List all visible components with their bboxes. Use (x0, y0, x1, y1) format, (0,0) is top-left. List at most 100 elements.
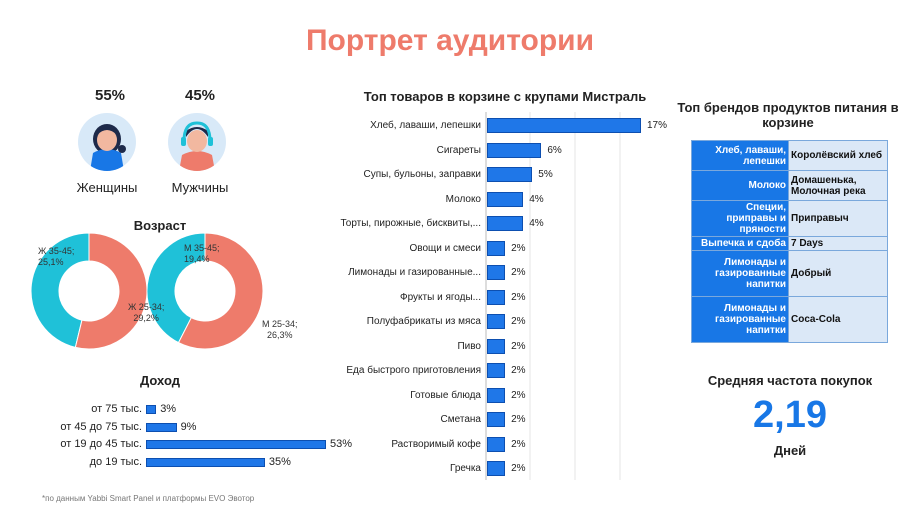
age-donuts (30, 232, 264, 350)
brand-name-cell: Добрый (788, 250, 888, 297)
product-category-label: Сигареты (436, 144, 481, 156)
female-label: Женщины (76, 180, 138, 195)
product-category-label: Растворимый кофе (391, 438, 481, 450)
brands-title: Топ брендов продуктов питания в корзине (677, 100, 899, 130)
female-25-34-label: Ж 25-34; 29,2% (128, 302, 165, 323)
brand-row: Выпечка и сдоба 7 Days (691, 236, 888, 251)
product-value-label: 2% (511, 438, 526, 450)
product-value-label: 2% (511, 267, 526, 278)
product-category-label: Хлеб, лаваши, лепешки (370, 120, 481, 131)
product-value-label: 2% (511, 463, 526, 474)
page-title: Портрет аудитории (305, 24, 595, 57)
product-value-label: 6% (547, 144, 562, 156)
male-label: Мужчины (171, 180, 229, 195)
brand-row: Хлеб, лаваши, лепешки Королёвский хлеб (691, 140, 888, 171)
brand-category-cell: Специи, приправы и пряности (691, 200, 789, 237)
income-category-label: от 75 тыс. (91, 403, 142, 415)
product-bar (487, 461, 506, 476)
product-value-label: 2% (511, 291, 526, 303)
brand-category-cell: Молоко (691, 170, 789, 201)
product-value-label: 2% (511, 389, 526, 401)
income-title: Доход (140, 373, 180, 388)
male-age-donut (146, 232, 264, 350)
male-percent: 45% (184, 87, 216, 104)
brand-row: Молоко Домашенька, Молочная река (691, 170, 888, 201)
brand-name-cell: Королёвский хлеб (788, 140, 888, 171)
income-value-label: 3% (160, 403, 177, 415)
products-title: Топ товаров в корзине с крупами Мистраль (363, 89, 647, 104)
female-35-45-label: Ж 35-45; 25,1% (38, 246, 75, 267)
product-bar (487, 436, 506, 452)
product-category-label: Молоко (445, 193, 481, 205)
product-value-label: 5% (538, 169, 553, 180)
female-percent: 55% (94, 87, 126, 104)
frequency-value: 2,19 (753, 394, 827, 436)
female-avatar-icon (78, 113, 136, 171)
product-category-label: Супы, бульоны, заправки (363, 169, 482, 180)
product-category-label: Сметана (440, 414, 481, 425)
income-category-label: до 19 тыс. (89, 455, 142, 468)
frequency-title: Средняя частота покупок (707, 373, 873, 388)
product-value-label: 4% (529, 193, 544, 205)
donut-slice (177, 232, 264, 350)
product-category-label: Пиво (457, 340, 481, 352)
income-bar (146, 440, 326, 449)
age-title: Возраст (133, 218, 187, 233)
donut-slice (74, 232, 148, 350)
product-value-label: 4% (529, 218, 544, 229)
frequency-unit: Дней (773, 443, 807, 458)
income-bar (146, 405, 157, 414)
brand-category-cell: Хлеб, лаваши, лепешки (691, 140, 789, 171)
product-category-label: Гречка (449, 463, 481, 474)
income-category-label: от 45 до 75 тыс. (60, 420, 142, 433)
income-value-label: 9% (180, 420, 197, 433)
brand-name-cell: Coca-Cola (788, 296, 888, 343)
donut-slice (30, 232, 90, 348)
product-bar (487, 216, 524, 231)
brand-name-cell: Приправыч (788, 200, 888, 237)
product-value-label: 2% (511, 242, 526, 254)
male-avatar-icon (168, 113, 226, 171)
brand-row: Лимонады и газированные напитки Coca-Cola (691, 296, 888, 343)
product-value-label: 17% (647, 120, 668, 131)
product-bar (487, 167, 533, 182)
product-category-label: Овощи и смеси (409, 242, 481, 254)
income-value-label: 35% (268, 455, 291, 468)
income-category-label: от 19 до 45 тыс. (60, 438, 142, 450)
product-category-label: Торты, пирожные, бисквиты,... (340, 218, 481, 229)
product-bar (487, 363, 506, 378)
brands-table: Хлеб, лаваши, лепешки Королёвский хлеб Мол… (691, 140, 888, 343)
product-bar (487, 118, 641, 133)
product-category-label: Фрукты и ягоды... (400, 291, 481, 303)
brand-category-cell: Выпечка и сдоба (691, 236, 789, 251)
product-bar (487, 314, 506, 329)
brand-row: Специи, приправы и пряности Приправыч (691, 200, 888, 237)
product-bar (487, 191, 524, 207)
product-bar (487, 142, 542, 158)
brand-name-cell: 7 Days (788, 236, 888, 251)
income-value-label: 53% (330, 438, 353, 450)
product-bar (487, 412, 506, 427)
female-age-donut (30, 232, 148, 350)
product-value-label: 2% (511, 365, 526, 376)
brand-name-cell: Домашенька, Молочная река (788, 170, 888, 201)
footnote: *по данным Yabbi Smart Panel и платформы… (42, 494, 255, 503)
income-bar (146, 457, 265, 467)
donut-slice (146, 232, 206, 344)
male-35-45-label: М 35-45; 19,4% (184, 243, 220, 264)
brand-category-cell: Лимонады и газированные напитки (691, 250, 789, 297)
product-value-label: 2% (511, 316, 526, 327)
product-category-label: Готовые блюда (410, 389, 481, 401)
product-category-label: Лимонады и газированные... (348, 267, 481, 278)
product-bar (487, 387, 506, 403)
product-category-label: Еда быстрого приготовления (346, 365, 481, 376)
product-bar (487, 338, 506, 354)
income-bar (146, 422, 177, 432)
male-25-34-label: М 25-34; 26,3% (262, 319, 298, 340)
brand-category-cell: Лимонады и газированные напитки (691, 296, 789, 343)
brand-row: Лимонады и газированные напитки Добрый (691, 250, 888, 297)
product-bar (487, 289, 506, 305)
product-category-label: Полуфабрикаты из мяса (366, 316, 481, 327)
product-value-label: 2% (511, 414, 526, 425)
product-bar (487, 265, 506, 280)
